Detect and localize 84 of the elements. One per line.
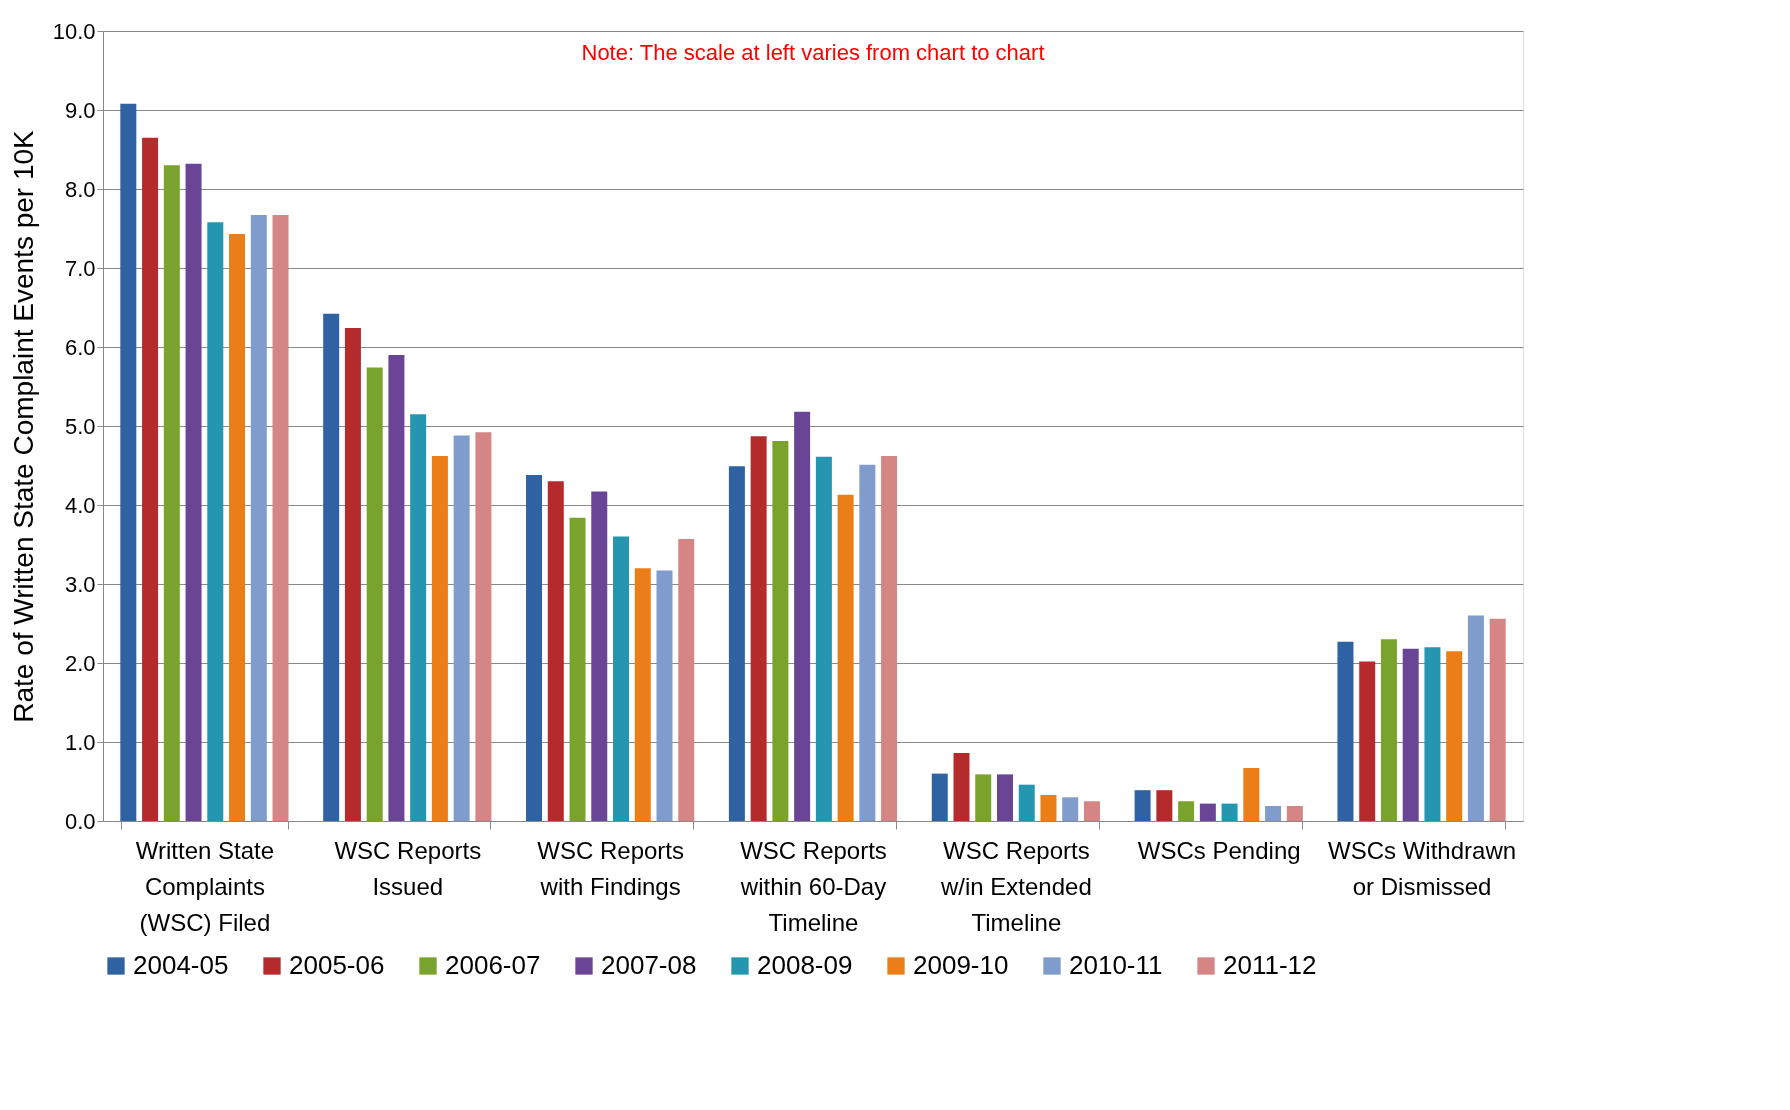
y-tick-label: 4.0 — [64, 492, 96, 518]
bar — [728, 466, 745, 821]
bar — [229, 234, 246, 821]
legend-label: 2004-05 — [133, 950, 229, 980]
bar — [323, 313, 340, 821]
bar — [366, 367, 383, 821]
x-tick-label: WSCs Withdrawn or Dismissed — [1328, 836, 1517, 900]
bar — [1243, 768, 1260, 821]
bar — [475, 432, 492, 821]
bar — [1018, 784, 1035, 821]
bar — [1265, 805, 1282, 821]
legend-label: 2005-06 — [289, 950, 385, 980]
bar — [1156, 790, 1173, 821]
bar — [410, 414, 427, 821]
bar — [1199, 803, 1216, 821]
x-tick-label: WSC Reports with Findings — [537, 836, 684, 900]
bar — [1402, 648, 1419, 821]
y-tick-label: 7.0 — [64, 255, 96, 281]
bar — [794, 411, 811, 821]
y-tick-label: 5.0 — [64, 413, 96, 439]
bar — [881, 456, 898, 821]
bar — [1040, 794, 1057, 821]
bar — [1337, 641, 1354, 821]
bar — [931, 773, 948, 821]
y-tick-label: 6.0 — [64, 334, 96, 360]
bar — [142, 137, 159, 821]
bar — [185, 163, 202, 821]
bar — [1178, 801, 1195, 821]
bar — [837, 494, 854, 821]
bar — [1062, 797, 1079, 821]
bar — [1489, 618, 1506, 821]
bar — [344, 328, 361, 821]
legend-label: 2009-10 — [913, 950, 1009, 980]
legend-label: 2010-11 — [1069, 950, 1163, 980]
y-axis-title: Rate of Written State Complaint Events per 10K — [7, 129, 39, 723]
y-tick-label: 3.0 — [64, 571, 96, 597]
x-tick-label: Written State Complaints (WSC) Filed — [135, 836, 275, 936]
bar — [613, 536, 630, 821]
bar — [953, 753, 970, 821]
bar — [272, 215, 289, 821]
bar — [431, 456, 448, 821]
y-tick-label: 8.0 — [64, 176, 96, 202]
bar — [388, 354, 405, 821]
x-tick-label: WSC Reports w/in Extended Timeline — [939, 836, 1092, 936]
legend-label: 2008-09 — [757, 950, 853, 980]
x-tick-label: WSCs Pending — [1137, 836, 1301, 864]
bar — [1221, 803, 1238, 821]
bar — [1359, 661, 1376, 821]
bar — [163, 165, 180, 821]
bar — [634, 568, 651, 821]
legend-label: 2007-08 — [601, 950, 697, 980]
y-tick-label: 10.0 — [52, 18, 96, 44]
bar — [1424, 647, 1441, 821]
bar — [569, 517, 586, 821]
bar — [591, 491, 608, 821]
bar — [1467, 615, 1484, 821]
bar — [1083, 801, 1100, 821]
bar — [1134, 790, 1151, 821]
x-tick-label: WSC Reports within 60-Day Timeline — [739, 836, 887, 936]
y-tick-label: 1.0 — [64, 729, 96, 755]
bar — [526, 474, 543, 821]
y-tick-label: 9.0 — [64, 97, 96, 123]
bar — [996, 774, 1013, 821]
bar — [975, 774, 992, 821]
y-tick-label: 0.0 — [64, 808, 96, 834]
bar — [1286, 805, 1303, 821]
bar — [120, 103, 137, 821]
bar — [656, 570, 673, 821]
bar — [1446, 651, 1463, 821]
bar — [547, 481, 564, 821]
y-tick-label: 2.0 — [64, 650, 96, 676]
bar — [250, 215, 267, 821]
bar — [678, 538, 695, 821]
bar — [1380, 639, 1397, 821]
bar — [815, 456, 832, 821]
x-tick-label: WSC Reports Issued — [334, 836, 482, 900]
bar — [772, 441, 789, 821]
bar — [207, 222, 224, 821]
bar — [453, 435, 470, 821]
bar — [750, 436, 767, 821]
annotation: Note: The scale at left varies from chart to chart — [581, 40, 1045, 65]
bar — [859, 464, 876, 821]
legend-label: 2011-12 — [1223, 950, 1317, 980]
legend-label: 2006-07 — [445, 950, 541, 980]
